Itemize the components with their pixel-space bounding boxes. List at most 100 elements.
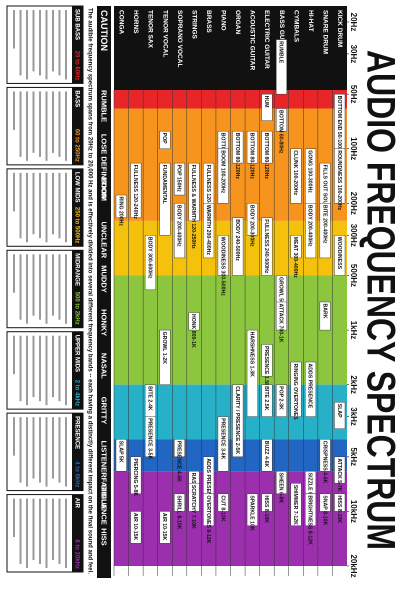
segment-label: WOODINESS 300-500Hz [219,237,225,297]
frequency-label: 20Hz [349,13,358,32]
info-box [6,86,84,166]
caution-word: HONKY [100,309,109,336]
frequency-segment [130,162,142,218]
frequency-segment [115,194,127,218]
frequency-segment [275,39,287,95]
segment-label: POP [161,133,167,144]
instrument-name: BRASS [205,10,212,33]
band-range: 500 to 2kHz [74,292,80,325]
segment-label: BUZZ 4-6K [263,441,269,468]
instrument-name: SNARE DRUM [321,10,328,54]
band-range: 6 to 20kHz [74,539,80,569]
segment-label: HONK 800-1K [190,314,196,348]
segment-label: SHEEN 6-8K [278,473,284,504]
title: AUDIO FREQUENCY SPECTRUM [358,50,402,550]
frequency-label: 100Hz [349,137,358,160]
frequency-label: 10kHz [349,500,358,523]
frequency-segment [159,329,171,385]
segment-label: HARSHNESS 1-3K [248,332,254,378]
segment-label: ADDS PRESENCE 5-8K [205,458,211,516]
frequency-segment [261,130,273,164]
segment-label: BODY 300-600Hz [147,237,153,279]
caution-word: GRITTY [100,397,109,425]
caution-word: NASAL [100,353,109,379]
instrument-name: SOPRANO VOCAL [176,10,183,67]
frequency-segment [159,130,171,149]
frequency-segment [261,384,273,417]
band-range: 2 to 4kHz [74,380,80,406]
segment-label: RING 200Hz [117,197,123,227]
instrument-name: TENOR VOCAL [161,10,168,57]
segment-label: BODY 200-400Hz [307,205,313,247]
segment-label: POP 2-3K [278,386,284,410]
instrument-name: ACOUSTIC GUITAR [249,10,256,70]
frequency-segment [261,93,273,121]
segment-label: CRISPNESS 4-6K [321,441,327,484]
instrument-name: PIANO [220,10,227,31]
frequency-label: 1kHz [349,321,358,340]
segment-label: RINGING OVERTONES [292,364,298,421]
frequency-segment [159,511,171,544]
frequency-segment [290,361,302,417]
frequency-label: 200Hz [349,192,358,215]
frequency-segment [159,162,171,236]
info-box [6,168,84,247]
segment-label: FUNDAMENTAL [161,165,167,205]
instrument-name: KICK DRUM [336,10,343,47]
segment-label: HISS 8-10K [336,495,342,523]
band-name: UPPER MIDS [74,335,80,372]
frequency-segment [275,108,287,132]
band-range: 20 to 60Hz [74,51,80,81]
frequency-segment [246,493,258,526]
info-box-header [72,87,83,165]
frequency-segment [188,162,200,222]
segment-label: POP 150Hz [176,165,182,193]
info-box-header [72,250,83,328]
band-range: 250 to 500Hz [74,207,80,243]
frequency-segment [305,203,317,259]
instrument-name: ELECTRIC GUITAR [263,10,270,69]
segment-label: ADDS PRESENCE [307,364,313,409]
segment-label: BOTTOM 60-80Hz [278,110,284,154]
segment-label: GROWL 1-2K [161,332,167,365]
frequency-segment [115,439,127,472]
segment-label: CLUNK 100-200Hz [292,150,298,195]
band-name: LOW MIDS [74,172,80,203]
frequency-segment [275,301,287,331]
frequency-segment [334,402,346,429]
caution-word: LISTENERFATIGUE [100,441,109,510]
segment-label: BOOM 100-200Hz [219,150,225,193]
frequency-segment [174,439,186,458]
frequency-segment [232,130,244,164]
segment-label: BOTTOM END 50-100Hz [336,96,342,155]
frequency-segment [305,493,317,526]
segment-label: PIERCING 5-8K [132,458,138,496]
segment-label: ROUNDNESS 100-200Hz [336,150,342,210]
segment-label: HISS 8-10K [263,495,269,523]
frequency-segment [144,416,156,458]
segment-label: ATTACK 700-1K [278,303,284,342]
band-name: SUB BASS [74,9,80,40]
frequency-segment [203,203,215,259]
segment-label: BOTTOM 80-120Hz [263,133,269,180]
frequency-segment [188,483,200,512]
intro-text: The audible frequency spectrum spans fro… [86,8,92,574]
frequency-label: 5kHz [349,447,358,466]
info-box-header [72,168,83,247]
segment-label: FULLNESS & WARMTH 120-250Hz [190,165,196,250]
frequency-segment [217,493,229,512]
caution-word: UNCLEAR [100,221,109,258]
frequency-label: 300Hz [349,224,358,247]
instrument-name: HI-HAT [307,10,314,32]
frequency-segment [275,470,287,495]
frequency-label: 50Hz [349,85,358,104]
segment-label: PRESENCE 4-5K [176,441,182,482]
segment-label: BODY 240-500Hz [234,219,240,261]
segment-label: GROWL 500-800Hz [278,277,284,324]
instrument-name: BASS GUITAR [278,10,285,55]
segment-label: CLARITY / PRESENCE 2-5K [234,386,240,454]
info-box [6,412,84,492]
segment-label: GONG 100-300Hz [307,150,313,193]
frequency-label: 500Hz [349,264,358,287]
segment-label: OVERTONES 8-12K [205,495,211,543]
